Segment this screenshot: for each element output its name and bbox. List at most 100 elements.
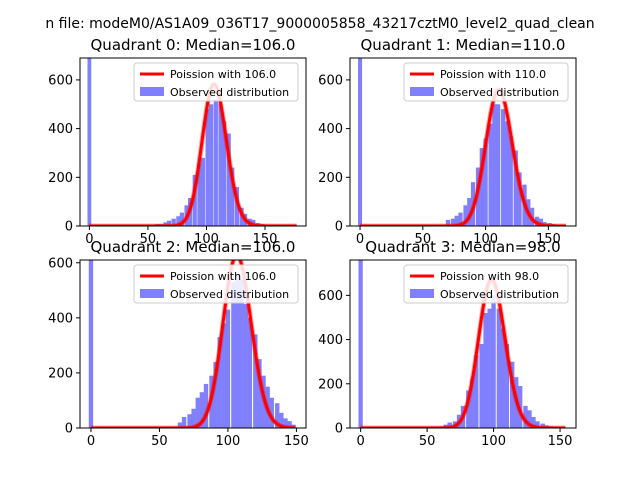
histogram-bar-zero-spike [88, 260, 94, 428]
histogram-bar-zero-spike [87, 58, 92, 226]
histogram-bar [243, 304, 248, 428]
histogram-bar [257, 359, 262, 428]
subplot-title: Quadrant 2: Median=106.0 [91, 238, 296, 256]
histogram-bar [466, 390, 471, 428]
y-tick-label: 400 [318, 333, 343, 348]
legend: Poission with 110.0 Observed distribution [403, 62, 569, 102]
poisson-curve [360, 277, 566, 428]
histogram-bar [217, 337, 222, 428]
histogram-bar [218, 104, 223, 226]
histogram-bar [199, 392, 205, 428]
poisson-curve-halo [360, 276, 566, 428]
histogram-bar [221, 323, 227, 428]
legend-label-observed: Observed distribution [170, 288, 289, 301]
x-tick-label: 50 [140, 232, 157, 247]
subplot-quadrant-0: 0 50 100 150 0 200 400 600 Quadrant 0: Median=10… [48, 36, 307, 247]
histogram-bar [247, 317, 253, 428]
histogram-bar [239, 207, 244, 226]
histogram-bar [230, 167, 235, 226]
histogram-bar [203, 383, 209, 428]
histogram-bar [279, 412, 284, 428]
subplot-data-layer [358, 58, 567, 226]
histogram-bar [177, 422, 183, 428]
y-tick-label: 400 [48, 311, 73, 326]
x-tick-label: 150 [284, 434, 309, 449]
subplot-title: Quadrant 1: Median=110.0 [361, 36, 566, 54]
legend-label-poisson: Poission with 106.0 [170, 68, 276, 81]
y-tick-label: 600 [48, 73, 73, 88]
histogram-bar [470, 379, 475, 428]
x-tick-label: 150 [548, 434, 573, 449]
y-tick-label: 0 [335, 422, 343, 437]
y-tick-label: 600 [318, 73, 343, 88]
x-tick-label: 0 [87, 434, 95, 449]
histogram-bar [496, 308, 502, 428]
legend: Poission with 106.0 Observed distribution [133, 264, 299, 304]
legend-swatch-observed [140, 289, 164, 298]
histogram-bar [487, 308, 492, 428]
x-tick-label: 0 [356, 232, 364, 247]
histogram-bar [226, 133, 231, 226]
x-tick-label: 100 [473, 232, 498, 247]
histogram-bar [213, 99, 218, 226]
histogram-bar [209, 104, 214, 226]
x-tick-label: 150 [253, 232, 278, 247]
histogram-bar [213, 361, 218, 428]
histogram-bar [517, 386, 523, 428]
legend-frame [403, 264, 569, 304]
histogram-bar [200, 157, 206, 226]
histogram-bar [483, 313, 488, 428]
subplot-title: Quadrant 0: Median=106.0 [91, 36, 296, 54]
poisson-curve [359, 88, 567, 226]
histogram-bar [513, 150, 518, 226]
histogram-bar [192, 174, 197, 226]
subplot-data-layer [358, 260, 566, 428]
histogram-bar [197, 162, 202, 226]
histogram-bar [291, 424, 296, 428]
histogram-bar [171, 218, 176, 226]
histogram-bar [458, 212, 463, 226]
subplot-quadrant-3: 0 50 100 150 0 200 400 600 Quadrant 3: Median=98… [318, 238, 577, 449]
y-tick-label: 200 [48, 366, 73, 381]
histogram-bar [540, 423, 545, 428]
y-tick-label: 400 [318, 122, 343, 137]
histogram-bar [195, 397, 200, 428]
histogram-bar [483, 138, 488, 226]
histogram-bar [445, 219, 451, 226]
histogram-bar [504, 121, 510, 226]
histogram-bar [235, 273, 240, 428]
y-tick-label: 200 [48, 171, 73, 186]
x-tick-label: 100 [481, 434, 506, 449]
histogram-bar [187, 414, 192, 428]
histogram-bar [166, 220, 172, 226]
poisson-curve-halo [90, 260, 296, 428]
x-tick-label: 0 [356, 434, 364, 449]
histogram-bar [496, 104, 501, 226]
y-tick-label: 0 [65, 422, 73, 437]
legend: Poission with 106.0 Observed distribution [133, 62, 299, 102]
legend-swatch-observed [410, 289, 434, 298]
poisson-curve [90, 260, 296, 428]
legend-frame [133, 264, 299, 304]
axes-frame [349, 259, 577, 429]
legend-label-poisson: Poission with 106.0 [170, 270, 276, 283]
x-tick-label: 100 [194, 232, 219, 247]
histogram-bar [504, 344, 510, 428]
histogram-bar [234, 187, 240, 226]
legend-swatch-observed [140, 87, 164, 96]
histogram-bar [508, 135, 513, 226]
histogram-bar [479, 148, 484, 226]
histogram-bar [531, 416, 536, 428]
legend-label-poisson: Poission with 110.0 [440, 68, 546, 81]
histogram-bar [176, 216, 181, 226]
histogram-bar [534, 216, 540, 226]
subplot-data-layer [88, 260, 296, 428]
x-tick-label: 50 [419, 434, 436, 449]
y-tick-label: 600 [318, 289, 343, 304]
histogram-bar [492, 104, 497, 226]
histogram-bar [447, 422, 452, 428]
x-tick-label: 100 [216, 434, 241, 449]
histogram-bar [474, 355, 479, 428]
histogram-bar [231, 282, 236, 428]
y-tick-label: 400 [48, 122, 73, 137]
